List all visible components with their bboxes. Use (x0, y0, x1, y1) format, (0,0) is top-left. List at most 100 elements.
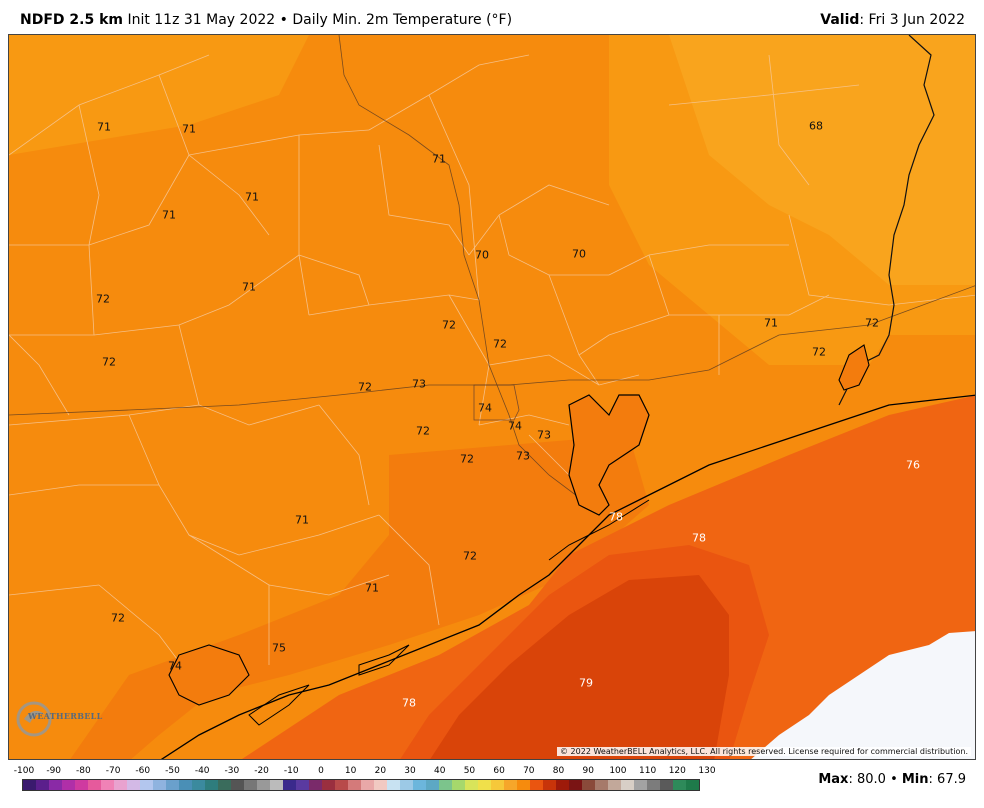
colorbar-swatch (556, 780, 570, 790)
colorbar-swatch (166, 780, 180, 790)
colorbar-swatch (530, 780, 544, 790)
colorbar-swatch (348, 780, 362, 790)
colorbar-swatch (673, 780, 687, 790)
temp-label: 71 (242, 280, 256, 294)
colorbar-swatch (23, 780, 37, 790)
colorbar-swatch (478, 780, 492, 790)
colorbar-swatch (621, 780, 635, 790)
temp-label: 72 (416, 424, 430, 438)
colorbar-swatch (322, 780, 336, 790)
map-title: NDFD 2.5 km Init 11z 31 May 2022 • Daily… (20, 12, 512, 28)
county-lines (9, 54, 975, 676)
colorbar-tick-label: -70 (105, 766, 121, 776)
colorbar-swatch (192, 780, 206, 790)
colorbar-swatch (62, 780, 76, 790)
temp-label: 75 (272, 641, 286, 655)
colorbar-swatch (413, 780, 427, 790)
colorbar-swatch (88, 780, 102, 790)
colorbar-swatch (452, 780, 466, 790)
colorbar-swatch (686, 780, 699, 790)
weatherbell-logo: WEATHERBELL (14, 697, 102, 741)
field-name: Daily Min. 2m Temperature (°F) (292, 12, 513, 28)
temp-label: 74 (508, 419, 522, 433)
colorbar-tick-label: -50 (165, 766, 180, 776)
temp-label: 78 (692, 531, 706, 545)
title-separator: • (279, 12, 288, 28)
temp-label: 76 (906, 458, 920, 472)
valid-value: : Fri 3 Jun 2022 (859, 12, 965, 28)
temp-label: 71 (182, 122, 196, 136)
colorbar-swatch (296, 780, 310, 790)
colorbar-swatch (153, 780, 167, 790)
colorbar-tick-label: -60 (135, 766, 151, 776)
max-label: Max (818, 772, 849, 787)
temp-label: 72 (460, 452, 474, 466)
temp-label: 73 (516, 449, 530, 463)
colorbar-swatch (270, 780, 284, 790)
colorbar-swatch (49, 780, 63, 790)
temp-label: 70 (475, 248, 489, 262)
island-south (248, 684, 310, 726)
temp-label: 78 (402, 696, 416, 710)
colorbar-swatch (361, 780, 375, 790)
colorbar-ticks: -100 -90 -80 -70 -60 -50 -40 -30 -20 -10 0 10 20 30 40… (13, 766, 716, 778)
colorbar-swatch (75, 780, 89, 790)
colorbar-swatch (309, 780, 323, 790)
colorbar-tick-label: 40 (434, 766, 446, 776)
temp-label: 74 (168, 659, 182, 673)
colorbar-swatch (582, 780, 596, 790)
colorbar-swatch (504, 780, 518, 790)
colorbar-swatch (491, 780, 505, 790)
colorbar-tick-label: 100 (609, 766, 627, 776)
colorbar-swatch (569, 780, 583, 790)
barrier-island (548, 499, 650, 561)
colorbar-swatch (205, 780, 219, 790)
colorbar-swatch (101, 780, 115, 790)
colorbar-tick-label: -40 (194, 766, 210, 776)
east-matagorda (358, 644, 410, 676)
temp-label: 72 (358, 380, 372, 394)
temp-label: 71 (97, 120, 111, 134)
colorbar-swatch (439, 780, 453, 790)
temp-label: 71 (432, 152, 446, 166)
temp-label: 71 (764, 316, 778, 330)
temp-label: 72 (111, 611, 125, 625)
colorbar-swatch (400, 780, 414, 790)
temperature-map: 71 71 71 71 68 71 70 70 72 71 72 72 71 72 72 72 72 73 74 74… (8, 34, 976, 760)
temp-label: 73 (412, 377, 426, 391)
temp-label: 78 (609, 510, 623, 524)
colorbar-swatch (517, 780, 531, 790)
temp-label: 79 (579, 676, 593, 690)
max-value: : 80.0 (848, 772, 886, 787)
colorbar-swatch (608, 780, 622, 790)
colorbar-swatch (660, 780, 674, 790)
colorbar-swatch (283, 780, 297, 790)
colorbar-swatch (179, 780, 193, 790)
colorbar-tick-label: 110 (639, 766, 657, 776)
no-data-region (751, 631, 975, 759)
colorbar-swatch (374, 780, 388, 790)
temp-label: 72 (865, 316, 879, 330)
colorbar-tick-label: -10 (283, 766, 299, 776)
river-lines (9, 35, 975, 506)
temp-label: 68 (809, 119, 823, 133)
colorbar-tick-label: -80 (76, 766, 91, 776)
colorbar-swatch (244, 780, 258, 790)
temp-label: 71 (245, 190, 259, 204)
colorbar-tick-label: 10 (344, 766, 357, 776)
matagorda-bay (168, 644, 250, 706)
copyright-notice: © 2022 WeatherBELL Analytics, LLC. All r… (557, 747, 971, 756)
colorbar-swatch (543, 780, 557, 790)
min-value: : 67.9 (928, 772, 966, 787)
temp-label: 71 (162, 208, 176, 222)
colorbar-swatch (140, 780, 154, 790)
colorbar-tick-label: 80 (552, 766, 565, 776)
colorbar-tick-label: 0 (318, 766, 324, 776)
title-bar: NDFD 2.5 km Init 11z 31 May 2022 • Daily… (0, 0, 984, 34)
colorbar-swatch (465, 780, 479, 790)
init-time: Init 11z 31 May 2022 (127, 12, 276, 28)
colorbar-tick-label: -100 (13, 766, 35, 776)
temp-label: 74 (478, 401, 492, 415)
temp-label: 72 (102, 355, 116, 369)
colorbar-tick-label: -20 (254, 766, 269, 776)
